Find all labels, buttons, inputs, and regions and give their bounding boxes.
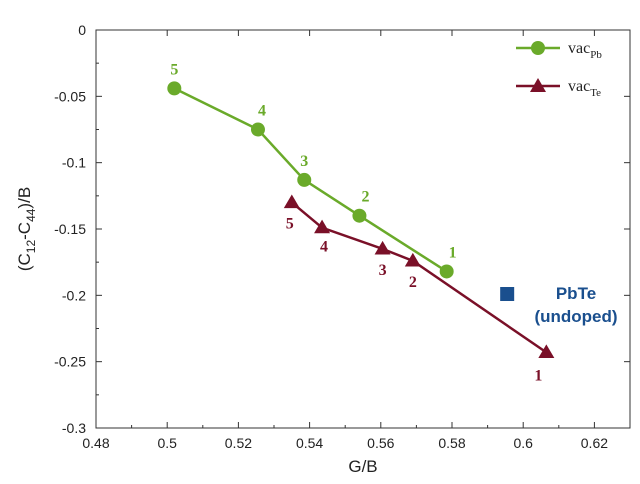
data-point-pb bbox=[439, 264, 454, 279]
y-tick-label: -0.3 bbox=[62, 420, 86, 436]
point-label-pb: 4 bbox=[258, 103, 266, 120]
axes: 0.48 0.5 0.52 0.54 0.56 0.58 0.6 0.62 0 -0.05 -0.1… bbox=[15, 22, 631, 476]
legend-marker bbox=[531, 41, 545, 55]
point-label-te: 3 bbox=[379, 262, 387, 279]
data-point-te bbox=[374, 240, 391, 255]
x-tick-label: 0.56 bbox=[367, 435, 394, 451]
y-tick-label: -0.05 bbox=[54, 88, 86, 104]
data-point-pb bbox=[352, 208, 367, 223]
annotation-pbte: (undoped) bbox=[534, 307, 617, 326]
x-axis-title: G/B bbox=[348, 457, 377, 476]
point-label-pb: 2 bbox=[361, 189, 369, 206]
legend: vacPb vacTe bbox=[516, 40, 602, 99]
y-tick-label: -0.15 bbox=[54, 221, 86, 237]
y-tick-label: -0.1 bbox=[62, 155, 86, 171]
series-line-te bbox=[290, 201, 548, 354]
point-label-te: 2 bbox=[409, 274, 417, 291]
point-label-te: 1 bbox=[534, 367, 542, 384]
data-point-te bbox=[283, 194, 300, 209]
y-tick-label: -0.25 bbox=[54, 354, 86, 370]
annotations: PbTe (undoped) bbox=[534, 284, 617, 326]
point-label-pb: 5 bbox=[170, 61, 178, 78]
x-tick-label: 0.48 bbox=[82, 435, 109, 451]
point-label-te: 4 bbox=[320, 239, 328, 256]
series-layer bbox=[167, 81, 555, 358]
annotation-pbte: PbTe bbox=[556, 284, 596, 303]
legend-label: vacPb bbox=[568, 40, 602, 61]
point-label-pb: 1 bbox=[449, 244, 457, 261]
data-point-pb bbox=[167, 81, 182, 96]
data-point-te bbox=[314, 219, 331, 234]
pbte-undoped-point bbox=[500, 287, 515, 302]
y-tick-label: -0.2 bbox=[62, 287, 86, 303]
point-label-pb: 3 bbox=[300, 153, 308, 170]
data-point-pb bbox=[250, 122, 265, 137]
legend-label: vacTe bbox=[568, 78, 601, 99]
data-point-te bbox=[404, 252, 421, 267]
x-tick-label: 0.62 bbox=[581, 435, 608, 451]
x-tick-label: 0.58 bbox=[438, 435, 465, 451]
x-tick-label: 0.6 bbox=[513, 435, 533, 451]
y-tick-label: 0 bbox=[78, 22, 86, 38]
x-tick-label: 0.52 bbox=[225, 435, 252, 451]
legend-marker bbox=[530, 78, 546, 92]
point-labels: 5 4 3 2 1 5 4 3 2 1 bbox=[170, 61, 542, 384]
x-tick-label: 0.5 bbox=[157, 435, 177, 451]
data-point-te bbox=[538, 344, 555, 358]
point-label-te: 5 bbox=[286, 215, 294, 232]
x-tick-label: 0.54 bbox=[296, 435, 323, 451]
data-point-pb bbox=[297, 172, 312, 187]
y-axis-title: (C12-C44)/B bbox=[15, 187, 38, 271]
